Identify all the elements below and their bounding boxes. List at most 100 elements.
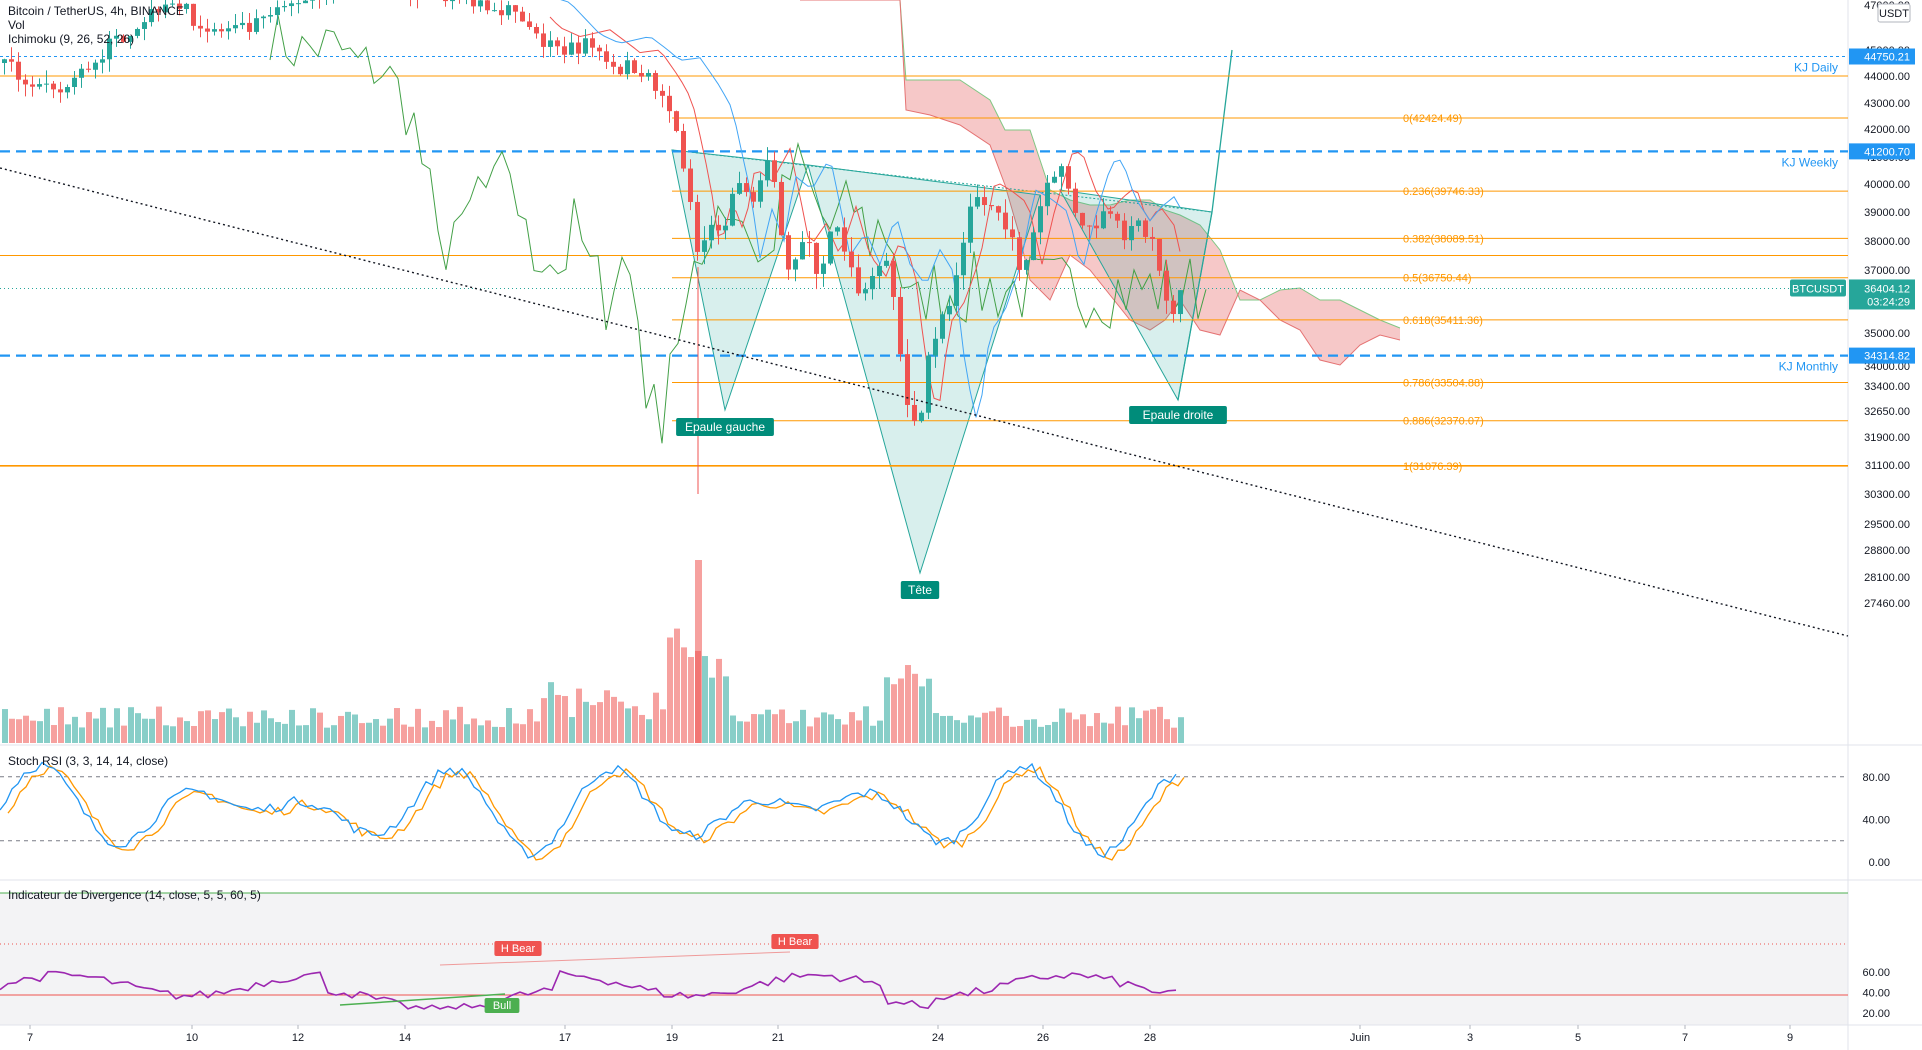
volume-bar <box>2 709 8 743</box>
volume-bar <box>1066 712 1072 743</box>
volume-bar <box>317 712 323 743</box>
level-price-badge-bg <box>1849 48 1915 65</box>
volume-bar <box>254 722 260 743</box>
candle-body <box>492 10 497 12</box>
candle-body <box>93 62 98 70</box>
price-tick-label: 31900.00 <box>1864 432 1910 444</box>
candle-body <box>842 227 847 252</box>
volume-bar <box>184 721 190 743</box>
candle-body <box>86 68 91 70</box>
candle-body <box>30 84 35 87</box>
candle-body <box>751 192 756 202</box>
candle-body <box>1150 236 1155 239</box>
volume-bar <box>849 712 855 743</box>
volume-bar <box>142 718 148 743</box>
candle-body <box>1171 300 1176 315</box>
divergence-title[interactable]: Indicateur de Divergence (14, close, 5, … <box>8 888 261 902</box>
volume-bar <box>387 718 393 743</box>
head-triangle <box>807 164 1041 575</box>
volume-bar <box>604 690 610 743</box>
volume-bar <box>492 726 498 743</box>
volume-bar <box>1087 726 1093 743</box>
volume-bar <box>289 709 295 743</box>
price-tick-label: 28800.00 <box>1864 545 1910 557</box>
symbol-title[interactable]: Bitcoin / TetherUS, 4h, BINANCE <box>8 4 184 18</box>
candle-body <box>261 16 266 19</box>
stoch-rsi-title[interactable]: Stoch RSI (3, 3, 14, 14, close) <box>8 754 169 768</box>
candle-body <box>660 90 665 96</box>
candle-body <box>240 22 245 26</box>
volume-bar <box>163 725 169 743</box>
volume-bar <box>863 706 869 743</box>
kijun-level-label: KJ Weekly <box>1782 155 1838 169</box>
level-price-badge: 41200.70 <box>1864 146 1910 158</box>
time-tick-label: 7 <box>27 1032 33 1044</box>
candle-body <box>870 276 875 290</box>
candle-body <box>954 275 959 306</box>
candle-body <box>793 259 798 270</box>
time-tick-label: 14 <box>399 1032 411 1044</box>
candle-body <box>2 59 7 63</box>
volume-bar <box>16 719 22 743</box>
last-price-badge-bg <box>1849 279 1915 310</box>
kijun-level-label: KJ Daily <box>1794 60 1838 74</box>
candle-body <box>275 7 280 16</box>
volume-bar <box>632 706 638 743</box>
price-tick-label: 33400.00 <box>1864 381 1910 393</box>
volume-bar <box>191 725 197 743</box>
divergence-tick-label: 20.00 <box>1862 1008 1890 1020</box>
candle-body <box>58 89 63 93</box>
candle-body <box>807 242 812 244</box>
time-tick-label: 26 <box>1037 1032 1049 1044</box>
volume-legend[interactable]: Vol <box>8 18 25 32</box>
volume-bar <box>821 712 827 743</box>
volume-bar <box>268 718 274 743</box>
candle-body <box>1115 213 1120 221</box>
volume-bar <box>457 706 463 743</box>
volume-bar <box>506 708 512 743</box>
price-tick-label: 27460.00 <box>1864 598 1910 610</box>
candle-body <box>184 3 189 10</box>
volume-bar <box>737 721 743 743</box>
volume-bar <box>23 715 29 743</box>
candle-body <box>23 79 28 85</box>
candle-body <box>597 47 602 52</box>
candle-body <box>744 183 749 193</box>
time-tick-label: 28 <box>1144 1032 1156 1044</box>
volume-bar <box>1143 710 1149 743</box>
candle-body <box>114 35 119 39</box>
volume-bar <box>1122 725 1128 743</box>
candle-body <box>135 28 140 36</box>
volume-bar <box>156 706 162 743</box>
candle-body <box>919 412 924 422</box>
stoch-rsi-pane <box>0 761 1848 861</box>
volume-bar <box>968 715 974 743</box>
candle-body <box>121 35 126 42</box>
currency-label: USDT <box>1879 8 1909 20</box>
candle-body <box>1157 238 1162 271</box>
candle-body <box>527 21 532 28</box>
ichimoku-lines <box>269 0 1207 444</box>
volume-bar <box>1038 726 1044 743</box>
candle-body <box>926 355 931 413</box>
volume-bar <box>744 721 750 743</box>
volume-bar <box>1094 713 1100 743</box>
volume-bar <box>856 720 862 743</box>
candle-body <box>639 72 644 77</box>
left-shoulder-label: Epaule gauche <box>685 420 765 434</box>
volume-bar <box>1178 717 1184 743</box>
price-tick-label: 28100.00 <box>1864 572 1910 584</box>
candle-body <box>975 197 980 207</box>
candle-body <box>310 0 315 1</box>
ichimoku-legend[interactable]: Ichimoku (9, 26, 52, 26) <box>8 32 135 46</box>
level-price-badge: 34314.82 <box>1864 351 1910 363</box>
volume-bar <box>1003 715 1009 743</box>
candle-body <box>219 29 224 32</box>
candle-body <box>1017 237 1022 270</box>
volume-bar <box>926 678 932 743</box>
candle-body <box>303 0 308 4</box>
candle-body <box>877 265 882 277</box>
volume-bar <box>345 711 351 743</box>
candle-body <box>821 263 826 274</box>
